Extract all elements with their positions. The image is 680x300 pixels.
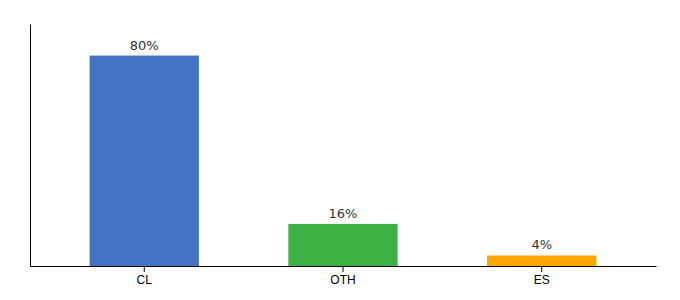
x-tick-mark xyxy=(144,266,145,272)
y-axis xyxy=(30,25,31,267)
x-tick-label: CL xyxy=(137,273,153,287)
data-labels: 80% 16% 4% xyxy=(130,38,552,253)
bars xyxy=(90,56,597,266)
bar xyxy=(487,255,596,266)
chart: CL OTH ES 80% 16% 4% xyxy=(0,0,680,300)
x-tick-mark xyxy=(541,266,542,272)
data-label: 80% xyxy=(130,38,159,53)
data-label: 4% xyxy=(531,237,552,252)
bar xyxy=(90,56,199,266)
y-axis-line xyxy=(30,25,31,267)
data-label: 16% xyxy=(329,206,358,221)
x-tick: CL xyxy=(137,266,153,287)
x-tick: OTH xyxy=(330,266,355,287)
x-tick-mark xyxy=(343,266,344,272)
plot: CL OTH ES 80% 16% 4% xyxy=(31,25,657,287)
x-tick: ES xyxy=(534,266,550,287)
bar xyxy=(288,224,397,266)
x-tick-label: OTH xyxy=(330,273,355,287)
x-tick-label: ES xyxy=(534,273,550,287)
x-axis: CL OTH ES xyxy=(31,266,657,287)
